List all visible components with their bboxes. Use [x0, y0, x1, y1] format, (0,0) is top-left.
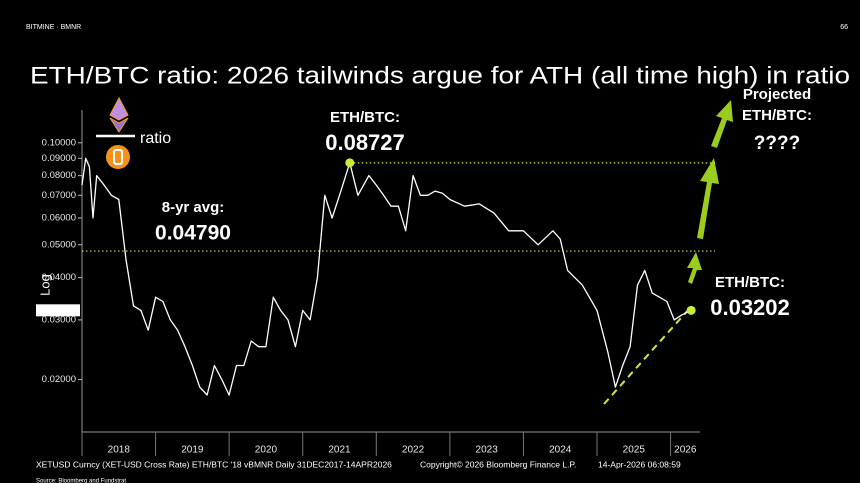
current-label: ETH/BTC:	[715, 274, 785, 291]
projection-label: Projected	[743, 86, 811, 103]
arrow	[687, 252, 702, 284]
average-label: 8-yr avg:	[162, 199, 225, 216]
chart-title: ETH/BTC ratio: 2026 tailwinds argue for …	[30, 62, 850, 89]
projection-value: ????	[754, 133, 800, 154]
x-tick-label: 2022	[402, 445, 425, 456]
x-tick-label: 2019	[181, 445, 204, 456]
x-tick-label: 2018	[108, 445, 131, 456]
y-tick-label: 0.10000	[42, 137, 76, 148]
footer-text: Copyright© 2026 Bloomberg Finance L.P.	[420, 459, 576, 469]
y-tick-label: 0.07000	[42, 190, 76, 201]
current-value: 0.03202	[710, 295, 790, 320]
y-tick-label: 0.08000	[42, 170, 76, 181]
page-number: 66	[840, 24, 848, 31]
arrow	[711, 100, 733, 148]
trend-line	[603, 307, 691, 405]
projection-label: ETH/BTC:	[742, 107, 812, 124]
btc-icon-glyph	[113, 149, 123, 165]
footer-text: XETUSD Curncy (XET-USD Cross Rate) ETH/B…	[36, 459, 392, 469]
brand: BITMINE · BMNR	[26, 24, 81, 31]
x-tick-label: 2026	[674, 445, 697, 456]
legend-label: ratio	[140, 130, 171, 147]
y-tick-label: 0.06000	[42, 212, 76, 223]
x-tick-label: 2024	[549, 445, 572, 456]
y-tick-label: 0.09000	[42, 153, 76, 164]
arrow	[697, 158, 719, 239]
y-tick-label: 0.02000	[42, 374, 76, 385]
current-tag-label: 0.03202	[44, 305, 78, 316]
x-tick-label: 2020	[255, 445, 278, 456]
x-tick-label: 2021	[328, 445, 351, 456]
peak-label: ETH/BTC:	[330, 109, 400, 126]
peak-value: 0.08727	[325, 130, 405, 155]
eth-icon-base	[109, 117, 129, 133]
y-axis-label: Log	[37, 274, 52, 296]
btc-icon	[106, 145, 130, 169]
footer-text: 14-Apr-2026 06:08:59	[598, 459, 681, 469]
x-tick-label: 2025	[623, 445, 646, 456]
source: Source: Bloomberg and Fundstrat	[36, 479, 126, 483]
series-line	[81, 157, 692, 396]
current-marker	[686, 305, 696, 315]
eth-icon	[109, 96, 129, 121]
y-tick-label: 0.05000	[42, 239, 76, 250]
peak-marker	[345, 158, 355, 168]
current-tag	[36, 304, 80, 317]
average-value: 0.04790	[155, 222, 231, 245]
y-tick-label: 0.04000	[42, 272, 76, 283]
projection-arrows	[687, 100, 733, 284]
y-tick-label: 0.03000	[42, 314, 76, 325]
x-tick-label: 2023	[476, 445, 499, 456]
